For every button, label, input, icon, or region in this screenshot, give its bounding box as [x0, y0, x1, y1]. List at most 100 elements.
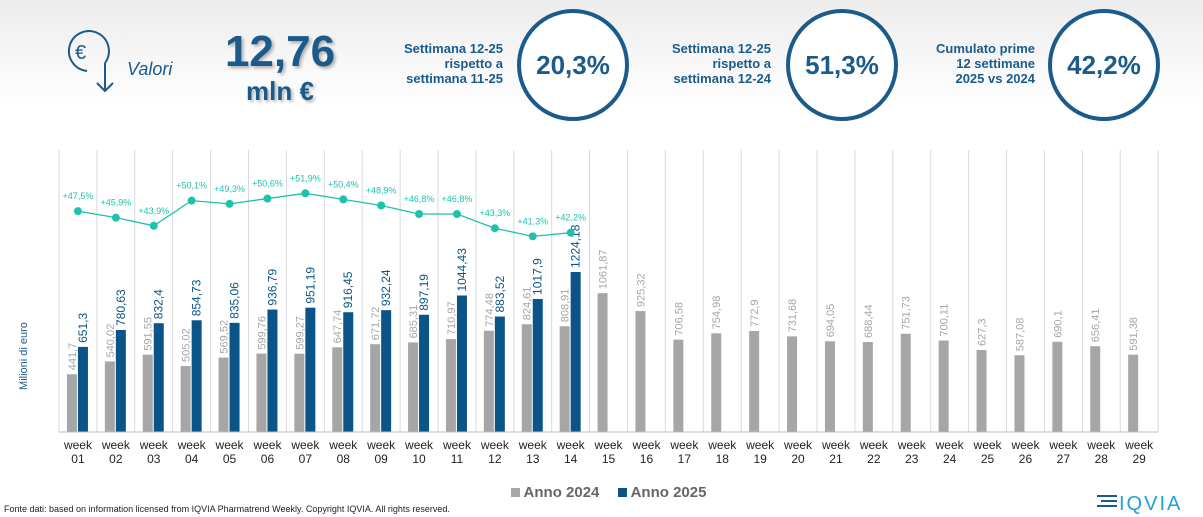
data-label-2024: 1061,87	[598, 249, 610, 289]
x-tick-label: week	[215, 438, 245, 452]
x-tick-label: 02	[109, 452, 123, 466]
kpi-desc-line: settimana 12-24	[673, 71, 771, 86]
x-tick-label: 17	[678, 452, 692, 466]
bar-2025	[305, 307, 316, 432]
bar-2025	[191, 320, 202, 432]
bar-2024	[332, 347, 343, 432]
growth-point	[225, 199, 234, 208]
valori-label: Valori	[127, 59, 173, 79]
weekly-sales-chart: week01441,7651,3week02540,02780,63week03…	[58, 150, 1159, 466]
x-tick-label: 14	[564, 452, 578, 466]
kpi-desc-line: 12 settimane	[956, 56, 1035, 71]
bar-2024	[256, 353, 267, 432]
bar-2024	[104, 361, 115, 432]
data-label-2025: 780,63	[114, 289, 128, 326]
x-tick-label: week	[707, 438, 737, 452]
data-label-2024: 925,32	[635, 273, 647, 307]
x-tick-label: week	[1048, 438, 1078, 452]
x-tick-label: week	[518, 438, 548, 452]
iqvia-logo: IQVIA	[1097, 493, 1180, 514]
growth-point	[73, 207, 82, 216]
data-label-2024: 694,05	[825, 304, 837, 338]
x-tick-label: week	[404, 438, 434, 452]
data-label-2024: 685,31	[408, 305, 420, 339]
x-tick-label: 10	[412, 452, 426, 466]
growth-label: +51,9%	[290, 173, 321, 183]
bar-2024	[483, 330, 494, 432]
bar-2024	[218, 357, 229, 432]
data-label-2025: 916,45	[341, 271, 355, 308]
x-tick-label: week	[821, 438, 851, 452]
x-tick-label: 21	[829, 452, 843, 466]
x-tick-label: week	[290, 438, 320, 452]
data-label-2024: 731,68	[787, 299, 799, 333]
data-label-2024: 591,38	[1128, 317, 1140, 351]
bar-2024	[1090, 346, 1101, 432]
x-tick-label: 18	[716, 452, 730, 466]
x-tick-label: week	[973, 438, 1003, 452]
bar-2025	[267, 309, 278, 432]
bar-2024	[559, 326, 570, 432]
legend-2024: Anno 2024	[523, 484, 600, 501]
x-tick-label: week	[1124, 438, 1154, 452]
bar-2024	[1128, 354, 1139, 432]
data-label-2024: 599,76	[256, 316, 268, 350]
x-tick-label: week	[1010, 438, 1040, 452]
growth-point	[415, 210, 424, 219]
bar-2024	[597, 293, 608, 432]
growth-label: +41,3%	[517, 216, 548, 226]
data-label-2025: 832,4	[152, 289, 166, 319]
bar-2024	[938, 340, 949, 432]
x-tick-label: week	[101, 438, 131, 452]
x-tick-label: week	[556, 438, 586, 452]
data-label-2025: 951,19	[303, 267, 317, 304]
x-tick-label: week	[139, 438, 169, 452]
bar-2024	[749, 330, 760, 432]
growth-point	[111, 213, 120, 222]
x-tick-label: 29	[1132, 452, 1146, 466]
data-label-2024: 700,11	[939, 304, 951, 337]
growth-point	[377, 201, 386, 210]
bar-2025	[532, 298, 543, 432]
svg-text:€: €	[75, 42, 86, 64]
growth-point	[452, 210, 461, 219]
growth-point	[301, 189, 310, 198]
bar-2024	[787, 336, 798, 432]
kpi-desc-line: Cumulato prime	[936, 41, 1035, 56]
growth-label: +46,8%	[442, 194, 473, 204]
kpi-1-circle: 20,3%	[517, 9, 629, 121]
x-tick-label: week	[783, 438, 813, 452]
kpi-desc-line: 2025 vs 2024	[955, 71, 1035, 86]
x-tick-label: 19	[753, 452, 767, 466]
bar-2024	[635, 311, 646, 432]
growth-label: +50,4%	[328, 179, 359, 189]
euro-down-arrow-icon: €	[67, 30, 114, 93]
legend-2025: Anno 2025	[630, 484, 707, 501]
growth-label: +43,3%	[479, 208, 510, 218]
data-label-2024: 540,02	[105, 324, 117, 358]
data-label-2025: 897,19	[417, 274, 431, 311]
x-tick-label: 12	[488, 452, 502, 466]
data-label-2024: 591,55	[143, 317, 155, 351]
bar-2024	[66, 374, 77, 432]
bar-2024	[862, 342, 873, 432]
bar-2025	[115, 329, 126, 432]
bar-2024	[408, 342, 419, 432]
x-tick-label: 01	[71, 452, 85, 466]
x-tick-label: week	[897, 438, 927, 452]
data-label-2024: 754,98	[711, 296, 723, 330]
x-tick-label: week	[745, 438, 775, 452]
x-tick-label: week	[442, 438, 472, 452]
x-tick-label: 23	[905, 452, 919, 466]
x-tick-label: week	[63, 438, 93, 452]
x-tick-label: 26	[1019, 452, 1033, 466]
growth-label: +49,3%	[214, 184, 245, 194]
data-label-2024: 688,44	[863, 304, 875, 338]
growth-label: +46,8%	[404, 194, 435, 204]
data-label-2025: 854,73	[190, 279, 204, 316]
data-label-2024: 772,9	[749, 299, 761, 327]
data-label-2025: 932,24	[379, 269, 393, 306]
x-tick-label: 05	[223, 452, 237, 466]
bar-2024	[976, 350, 987, 432]
x-tick-label: 20	[791, 452, 805, 466]
